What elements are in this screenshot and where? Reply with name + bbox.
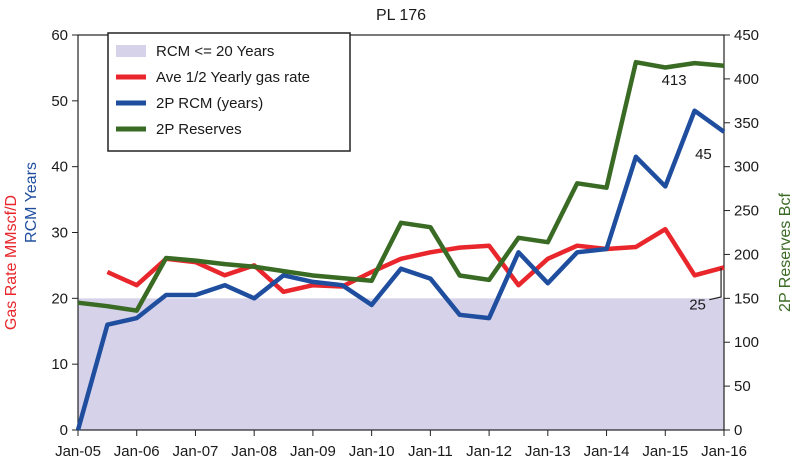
y-left-tick-label: 40 [51,159,68,176]
annotation-413: 413 [662,72,687,89]
x-tick-label: Jan-16 [701,443,747,460]
legend-label-3: 2P Reserves [156,121,242,138]
x-tick-label: Jan-14 [584,443,630,460]
y-right-tick-label: 0 [734,422,742,439]
y-left-label-rcm-years-text: RCM Years [23,162,40,243]
y-right-tick-label: 150 [734,290,759,307]
rcm-shaded-region [78,298,724,430]
series-line-ave-1-2-yearly-gas-rate [106,226,725,295]
y-right-tick-label: 100 [734,334,759,351]
x-tick-label: Jan-10 [349,443,395,460]
legend-swatch-0 [116,45,146,57]
y-left-tick-label: 10 [51,356,68,373]
x-tick-label: Jan-13 [525,443,571,460]
x-tick-label: Jan-15 [642,443,688,460]
y-right-tick-label: 350 [734,115,759,132]
legend-label-2: 2P RCM (years) [156,95,263,112]
y-right-tick-label: 400 [734,71,759,88]
legend-box [107,32,351,152]
annotation-25-leader [709,268,722,301]
annotation-25: 25 [689,297,706,314]
x-tick-label: Jan-05 [55,443,101,460]
x-tick-label: Jan-07 [173,443,219,460]
y-right-tick-label: 450 [734,27,759,44]
y-left-tick-label: 50 [51,93,68,110]
y-right-tick-label: 250 [734,203,759,220]
y-left-tick-label: 0 [60,422,68,439]
x-tick-label: Jan-06 [114,443,160,460]
y-left-tick-label: 30 [51,225,68,242]
legend-label-0: RCM <= 20 Years [156,43,274,60]
y-right-tick-label: 50 [734,378,751,395]
chart-title: PL 176 [376,7,426,24]
annotation-45: 45 [695,146,712,163]
y-left-label-gas-rate-text: Gas Rate MMscf/D [3,195,20,330]
x-tick-label: Jan-12 [466,443,512,460]
y-right-tick-label: 300 [734,159,759,176]
y-left-tick-label: 60 [51,27,68,44]
x-tick-label: Jan-11 [408,443,453,460]
x-tick-label: Jan-09 [290,443,336,460]
y-left-tick-label: 20 [51,290,68,307]
legend-label-1: Ave 1/2 Yearly gas rate [156,69,310,86]
y-right-tick-label: 200 [734,246,759,263]
x-tick-label: Jan-08 [231,443,277,460]
y-right-axis-label: 2P Reserves Bcf [777,193,794,312]
